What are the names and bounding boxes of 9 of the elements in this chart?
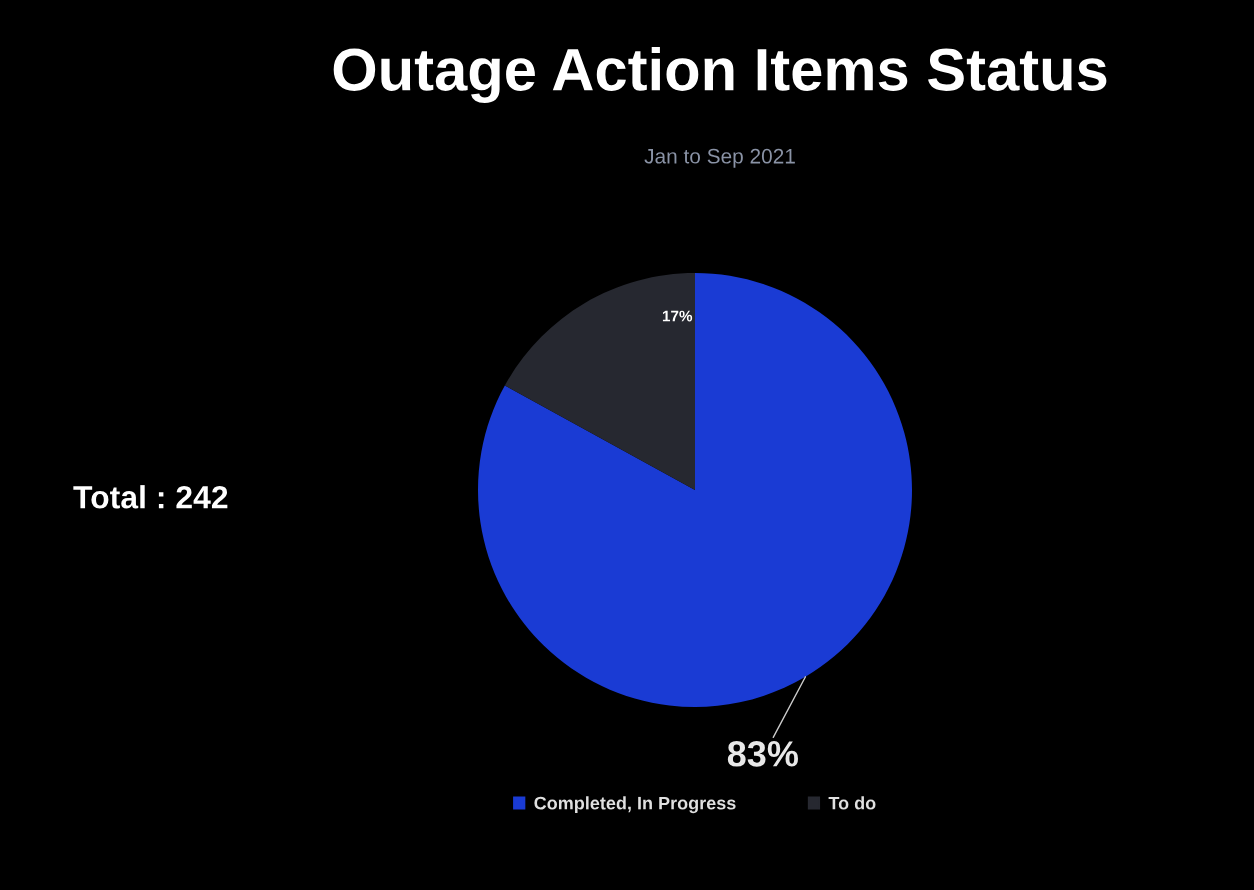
legend-label: To do	[828, 796, 876, 810]
legend-label: Completed, In Progress	[534, 796, 736, 814]
pie-slice	[478, 273, 912, 707]
pie-slice	[504, 273, 695, 490]
data-label: 17%	[662, 310, 693, 322]
chart-subtitle: Jan to Sep 2021	[644, 148, 795, 168]
chart-title: Outage Action Items Status	[333, 47, 1107, 103]
text: Total : 242	[73, 485, 228, 509]
data-label: 83%	[727, 741, 798, 767]
